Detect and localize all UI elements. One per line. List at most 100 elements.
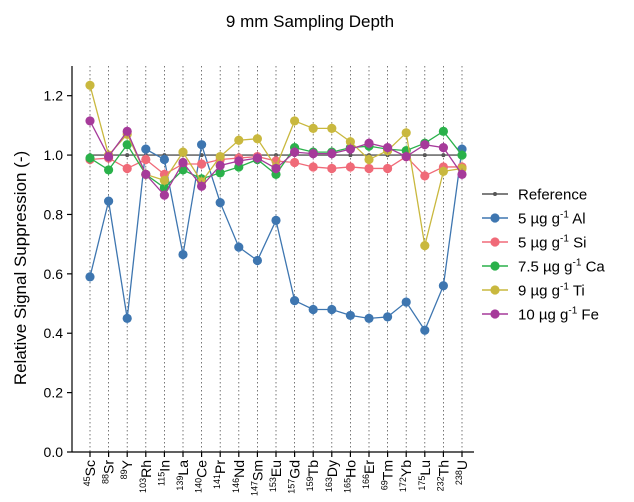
data-point-fe-tm [383, 143, 393, 153]
data-point-ti-sm [252, 134, 262, 144]
x-tick-label-pr: 141Pr [212, 460, 228, 489]
x-tick-label-eu: 153Eu [268, 460, 284, 492]
series-group [85, 79, 467, 337]
data-point-ti-sc [85, 80, 95, 90]
data-point-ti-er [364, 154, 374, 165]
data-point-fe-gd [290, 147, 300, 157]
x-tick-label-lu: 175Lu [417, 460, 433, 491]
x-tick-label-ce: 140Ce [194, 460, 210, 493]
data-point-fe-er [364, 138, 374, 148]
data-point-si-tb [308, 162, 318, 172]
data-point-ca-th [438, 126, 448, 136]
data-point-ca-y [122, 140, 132, 150]
data-point-fe-yb [401, 151, 411, 162]
x-tick-label-u: 238U [454, 460, 470, 485]
data-point-ti-nd [234, 135, 244, 145]
legend-label: 7.5 µg g-1 Ca [518, 258, 605, 276]
y-tick-label: 1.2 [44, 88, 64, 104]
x-tick-label-tb: 159Tb [305, 460, 321, 492]
data-point-fe-sr [104, 151, 114, 162]
data-point-fe-pr [215, 160, 225, 171]
data-point-si-ho [345, 162, 355, 172]
data-point-ca-pr [215, 168, 225, 178]
x-tick-label-sr: 88Sr [101, 460, 117, 484]
x-tick-label-in: 115In [156, 460, 172, 486]
data-point-si-tm [383, 163, 393, 174]
legend-label: Reference [518, 187, 587, 204]
data-point-fe-dy [327, 148, 337, 159]
data-point-fe-rh [141, 169, 151, 179]
axes: 0.0 0.2 0.4 0.6 0.8 1.0 1.2 45Sc88Sr89Y103Rh115… [44, 66, 474, 496]
data-point-al-in [159, 154, 169, 165]
data-point-ca-sc [85, 153, 95, 163]
data-point-ti-pr [215, 151, 225, 162]
x-tick-label-er: 166Er [361, 460, 377, 489]
data-point-al-tm [383, 312, 393, 322]
data-point-al-er [364, 313, 374, 323]
legend-marker [490, 237, 500, 247]
data-point-ti-tb [308, 123, 318, 133]
y-tick-label: 0.4 [44, 325, 64, 341]
data-point-al-ce [197, 140, 207, 150]
x-tick-label-sc: 45Sc [82, 460, 98, 486]
data-point-si-ce [197, 159, 207, 169]
data-point-fe-sm [252, 153, 262, 163]
legend-marker [490, 261, 500, 271]
data-point-al-pr [215, 197, 225, 208]
y-tick-label: 0.2 [44, 385, 64, 401]
data-point-fe-la [178, 157, 188, 168]
x-tick-label-tm: 69Tm [380, 460, 396, 490]
x-tick-label-y: 89Y [119, 459, 135, 479]
x-tick-label-yb: 172Yb [398, 460, 414, 492]
data-point-al-rh [141, 144, 151, 154]
y-tick-label: 0.8 [44, 206, 64, 222]
data-point-si-er [364, 163, 374, 174]
legend-item-fe: 10 µg g-1 Fe [482, 306, 599, 324]
data-point-ti-dy [327, 123, 337, 133]
data-point-al-ho [345, 310, 355, 321]
data-point-al-tb [308, 304, 318, 315]
x-tick-label-la: 139La [175, 460, 191, 491]
legend-label: 9 µg g-1 Ti [518, 282, 585, 300]
data-point-fe-tb [308, 148, 318, 159]
data-point-al-yb [401, 297, 411, 307]
data-point-si-gd [290, 157, 300, 168]
data-point-reference-th [441, 153, 446, 158]
y-tick-label: 0.6 [44, 266, 64, 282]
legend-item-reference: Reference [482, 187, 587, 204]
x-tick-label-ho: 165Ho [342, 460, 358, 493]
data-point-al-la [178, 249, 188, 260]
x-tick-label-nd: 146Nd [231, 460, 247, 493]
data-point-al-eu [271, 215, 281, 225]
data-point-fe-ce [197, 181, 207, 191]
data-point-al-lu [420, 325, 430, 335]
data-point-fe-ho [345, 144, 355, 154]
data-point-ti-in [159, 175, 169, 185]
data-point-si-y [122, 163, 132, 174]
y-tick-label: 0.0 [44, 444, 64, 460]
data-point-ca-u [457, 150, 467, 160]
data-point-al-th [438, 281, 448, 291]
data-point-reference-y [125, 153, 130, 158]
series-fe [85, 114, 467, 202]
legend: Reference 5 µg g-1 Al 5 µg g-1 Si 7.5 µg g-… [482, 187, 605, 324]
legend-marker [490, 285, 500, 295]
legend-label: 5 µg g-1 Al [518, 210, 586, 228]
data-point-ti-th [438, 166, 448, 177]
gridlines [89, 66, 463, 452]
data-point-ca-sr [104, 165, 114, 175]
legend-label: 10 µg g-1 Fe [518, 306, 599, 324]
data-point-al-nd [234, 242, 244, 252]
data-point-al-sr [104, 196, 114, 206]
data-point-fe-nd [234, 156, 244, 166]
x-tick-label-dy: 163Dy [324, 460, 340, 492]
data-point-al-y [122, 313, 132, 323]
data-point-fe-in [159, 190, 169, 200]
data-point-ti-la [178, 147, 188, 157]
legend-marker [490, 309, 500, 319]
chart-title: 9 mm Sampling Depth [226, 12, 394, 31]
data-point-si-rh [141, 154, 151, 165]
data-point-si-lu [420, 171, 430, 181]
